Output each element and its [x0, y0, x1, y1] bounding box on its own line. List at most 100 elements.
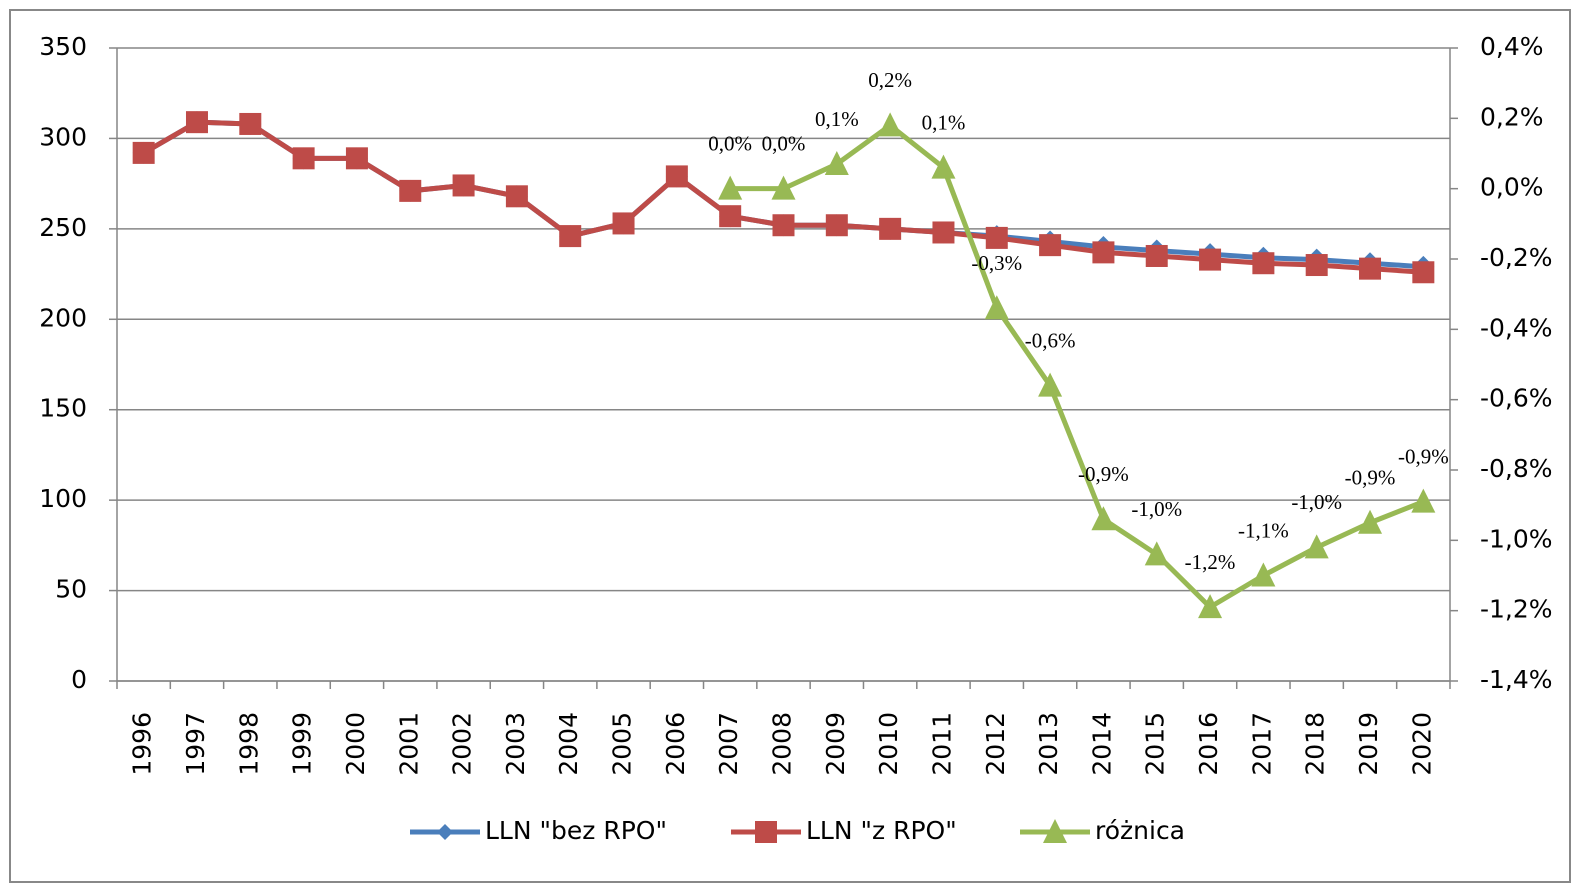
- data-point: [345, 147, 368, 170]
- data-point: [1252, 252, 1275, 275]
- data-point: [931, 154, 956, 179]
- data-point: [1145, 244, 1168, 267]
- x-tick-label: 1996: [128, 712, 157, 776]
- y-tick-label: 200: [39, 303, 87, 332]
- x-tick-label: 2018: [1301, 712, 1330, 776]
- x-tick-label: 2011: [927, 712, 956, 776]
- data-point: [132, 141, 155, 164]
- data-point: [665, 165, 688, 188]
- y2-tick-label: -0,6%: [1480, 384, 1553, 413]
- y-tick-label: 300: [39, 122, 87, 151]
- data-point: [985, 226, 1008, 249]
- data-point: [559, 225, 582, 248]
- data-label: 0,0%: [762, 131, 806, 155]
- data-point: [1091, 506, 1116, 531]
- x-tick-label: 1997: [181, 712, 210, 776]
- data-label: -0,3%: [971, 251, 1022, 275]
- x-tick-label: 2008: [768, 712, 797, 776]
- x-tick-label: 2015: [1141, 712, 1170, 776]
- data-label: 0,1%: [922, 110, 966, 134]
- x-tick-label: 2016: [1194, 712, 1223, 776]
- x-tick-label: 2012: [981, 712, 1010, 776]
- legend-marker: [755, 821, 777, 843]
- y-tick-label: 0: [71, 665, 87, 694]
- legend-label: LLN "bez RPO": [485, 816, 667, 845]
- data-label: -0,9%: [1345, 466, 1396, 490]
- data-point: [719, 205, 742, 228]
- data-point: [1199, 248, 1222, 271]
- data-point: [399, 179, 422, 202]
- data-point: [1305, 254, 1328, 277]
- data-point: [1411, 488, 1436, 513]
- y2-tick-label: -0,4%: [1480, 313, 1553, 342]
- data-point: [1304, 534, 1329, 559]
- data-point: [879, 217, 902, 240]
- y-tick-label: 50: [55, 575, 87, 604]
- data-point: [718, 175, 743, 200]
- y2-tick-label: 0,2%: [1480, 102, 1544, 131]
- x-tick-label: 2001: [394, 712, 423, 776]
- data-point: [824, 151, 849, 176]
- data-point: [932, 221, 955, 244]
- data-point: [452, 174, 475, 197]
- legend-marker: [437, 824, 453, 840]
- y2-tick-label: -1,4%: [1480, 665, 1553, 694]
- data-point: [1039, 234, 1062, 257]
- y2-tick-label: -0,8%: [1480, 454, 1553, 483]
- data-label: -1,1%: [1238, 518, 1289, 542]
- legend-marker: [1043, 819, 1067, 843]
- data-label: -1,0%: [1291, 490, 1342, 514]
- x-tick-label: 2002: [448, 712, 477, 776]
- data-point: [1198, 594, 1223, 619]
- x-tick-label: 2010: [874, 712, 903, 776]
- y2-tick-label: -0,2%: [1480, 243, 1553, 272]
- x-tick-label: 1998: [234, 712, 263, 776]
- data-point: [239, 112, 262, 135]
- x-tick-label: 2004: [554, 712, 583, 776]
- data-point: [292, 147, 315, 170]
- y2-tick-label: -1,2%: [1480, 595, 1553, 624]
- data-point: [612, 212, 635, 235]
- data-point: [772, 214, 795, 237]
- y-tick-label: 250: [39, 213, 87, 242]
- data-point: [984, 295, 1009, 320]
- series-line: [730, 122, 1425, 610]
- data-point: [1038, 372, 1063, 397]
- legend-label: LLN "z RPO": [806, 816, 957, 845]
- y2-tick-label: 0,0%: [1480, 173, 1544, 202]
- x-tick-label: 2019: [1354, 712, 1383, 776]
- data-point: [505, 185, 528, 208]
- data-point: [1359, 257, 1382, 280]
- x-tick-label: 2020: [1407, 712, 1436, 776]
- data-label: 0,1%: [815, 107, 859, 131]
- data-label: -0,9%: [1078, 462, 1129, 486]
- data-point: [185, 111, 208, 134]
- x-tick-label: 1999: [288, 712, 317, 776]
- data-point: [1358, 509, 1383, 534]
- y-tick-label: 100: [39, 484, 87, 513]
- data-point: [771, 175, 796, 200]
- x-tick-label: 2013: [1034, 712, 1063, 776]
- x-tick-label: 2005: [608, 712, 637, 776]
- x-tick-label: 2006: [661, 712, 690, 776]
- y2-tick-label: 0,4%: [1480, 32, 1544, 61]
- data-label: 0,2%: [868, 68, 912, 92]
- data-point: [825, 214, 848, 237]
- data-point: [1412, 261, 1435, 284]
- x-tick-label: 2007: [714, 712, 743, 776]
- x-tick-label: 2009: [821, 712, 850, 776]
- x-tick-label: 2017: [1247, 712, 1276, 776]
- x-tick-label: 2014: [1087, 712, 1116, 776]
- data-label: -0,9%: [1398, 444, 1449, 468]
- y-tick-label: 150: [39, 394, 87, 423]
- y-tick-label: 350: [39, 32, 87, 61]
- x-tick-label: 2000: [341, 712, 370, 776]
- data-point: [1144, 541, 1169, 566]
- data-point: [1092, 241, 1115, 264]
- data-point: [1251, 562, 1276, 587]
- x-tick-label: 2003: [501, 712, 530, 776]
- data-label: -1,2%: [1185, 550, 1236, 574]
- legend-label: różnica: [1095, 816, 1185, 845]
